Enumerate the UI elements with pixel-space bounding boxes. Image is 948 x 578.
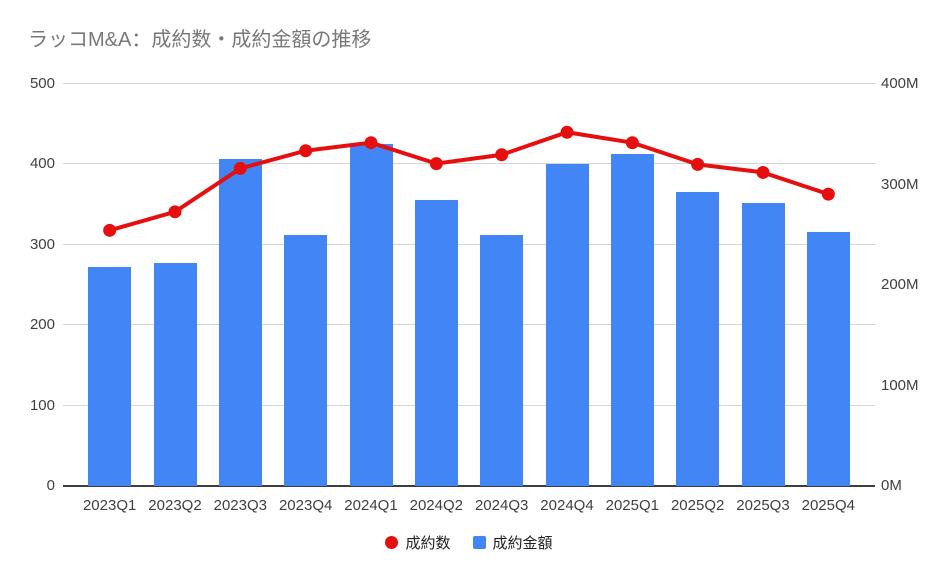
gridline — [63, 324, 875, 326]
tick-label: 300M — [881, 175, 919, 193]
line-path — [109, 130, 829, 233]
bar-2024Q1 — [349, 144, 393, 486]
tick-label: 2024Q4 — [540, 497, 594, 514]
chart-title: ラッコM&A：成約数・成約金額の推移 — [28, 29, 372, 51]
tick-label: 2025Q1 — [605, 497, 660, 514]
legend-label-deal-amount: 成約金額 — [492, 535, 553, 552]
legend-item-deal-count: 成約数 — [385, 532, 451, 553]
bar-2025Q2 — [676, 191, 720, 486]
bar-2024Q3 — [480, 234, 524, 486]
bar-2024Q4 — [545, 164, 589, 486]
tick-label: 400 — [29, 155, 55, 173]
legend-circle-marker-icon — [385, 536, 399, 549]
data-point-2025Q1 — [625, 136, 639, 150]
bar-2025Q4 — [806, 231, 850, 486]
data-point-2023Q3 — [233, 161, 247, 175]
data-point-2023Q2 — [168, 205, 182, 219]
tick-label: 0 — [46, 477, 55, 494]
data-point-2024Q2 — [429, 157, 443, 171]
bar-2023Q3 — [218, 159, 262, 486]
legend-label-deal-count: 成約数 — [405, 535, 451, 552]
tick-label: 2024Q2 — [409, 497, 464, 514]
bar-2023Q4 — [284, 234, 328, 486]
tick-label: 2024Q3 — [474, 497, 529, 514]
bar-2025Q1 — [610, 154, 654, 486]
tick-label: 100M — [881, 376, 919, 394]
bar-2023Q1 — [88, 266, 132, 486]
data-point-2024Q3 — [495, 148, 509, 162]
gridline — [63, 83, 875, 84]
tick-label: 200M — [881, 276, 919, 293]
tick-label: 2024Q1 — [344, 497, 398, 514]
tick-label: 2023Q2 — [148, 497, 202, 514]
bar-2024Q2 — [414, 199, 458, 486]
bar-2023Q2 — [153, 262, 197, 486]
legend-square-marker-icon — [472, 536, 486, 549]
tick-label: 2023Q4 — [278, 497, 333, 514]
tick-label: 500 — [29, 75, 55, 92]
tick-label: 400M — [881, 75, 919, 92]
data-point-2025Q4 — [821, 187, 835, 201]
data-point-2025Q3 — [756, 165, 770, 179]
legend: 成約数 成約金額 — [63, 532, 875, 553]
tick-label: 2025Q2 — [670, 497, 725, 514]
legend-item-deal-amount: 成約金額 — [472, 532, 553, 553]
gridline — [63, 243, 875, 245]
data-point-2023Q1 — [103, 223, 117, 237]
tick-label: 2025Q3 — [736, 497, 790, 514]
data-point-2025Q2 — [691, 157, 705, 171]
tick-label: 300 — [29, 235, 55, 253]
tick-label: 200 — [29, 316, 55, 334]
data-point-2024Q4 — [560, 125, 574, 139]
tick-label: 2023Q1 — [82, 497, 137, 514]
gridline — [63, 163, 875, 165]
tick-label: 2023Q3 — [213, 497, 268, 514]
plot-area — [63, 83, 875, 487]
line-series — [103, 125, 835, 237]
tick-label: 0M — [881, 477, 902, 494]
data-point-2023Q4 — [299, 144, 313, 158]
x-axis-line — [63, 485, 875, 487]
bar-2025Q3 — [741, 202, 785, 486]
data-point-2024Q1 — [364, 136, 378, 150]
tick-label: 100 — [29, 396, 55, 414]
gridline — [63, 404, 875, 406]
tick-label: 2025Q4 — [801, 497, 856, 514]
